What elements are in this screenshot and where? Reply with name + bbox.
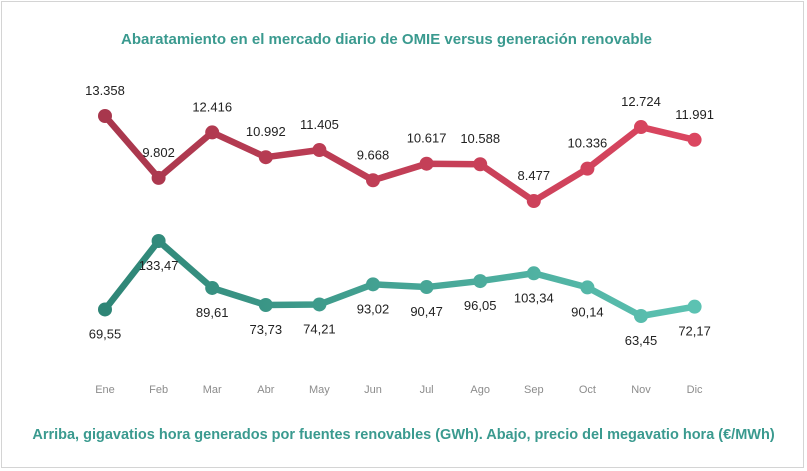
renewables-point xyxy=(687,132,702,147)
price-data-label: 63,45 xyxy=(625,333,658,348)
renewables-point xyxy=(312,143,327,158)
price-point xyxy=(580,280,595,295)
renewables-data-label: 9.802 xyxy=(142,145,175,160)
renewables-point xyxy=(366,173,380,188)
renewables-point xyxy=(419,156,434,171)
price-point xyxy=(473,274,488,289)
renewables-data-label: 10.992 xyxy=(246,124,286,139)
price-point xyxy=(258,297,273,312)
chart-caption: Arriba, gigavatios hora generados por fu… xyxy=(32,427,775,443)
price-data-label: 90,47 xyxy=(410,304,443,319)
x-tick-label: Sep xyxy=(524,384,544,396)
renewables-point xyxy=(258,150,273,165)
renewables-point xyxy=(634,120,648,135)
x-tick-label: Nov xyxy=(631,384,651,396)
renewables-data-label: 10.617 xyxy=(407,131,447,146)
price-point xyxy=(312,297,327,312)
renewables-line xyxy=(101,112,698,205)
price-point xyxy=(151,234,166,248)
x-tick-label: Jun xyxy=(364,384,382,396)
price-point xyxy=(366,277,380,292)
renewables-data-label: 12.416 xyxy=(192,99,232,114)
renewables-data-label: 10.336 xyxy=(568,136,608,151)
renewables-point xyxy=(580,161,595,176)
price-data-label: 133,47 xyxy=(139,258,179,273)
renewables-point xyxy=(526,194,541,208)
price-point xyxy=(419,280,434,295)
renewables-data-label: 9.668 xyxy=(357,147,390,162)
price-data-label: 72,17 xyxy=(678,324,711,339)
price-data-label: 89,61 xyxy=(196,305,229,320)
x-tick-label: May xyxy=(309,384,330,396)
price-data-label: 73,73 xyxy=(250,322,283,337)
renewables-point xyxy=(473,157,488,172)
x-tick-label: Abr xyxy=(257,384,274,396)
renewables-data-label: 10.588 xyxy=(460,131,500,146)
renewables-data-label: 13.358 xyxy=(85,83,125,98)
price-point xyxy=(687,299,702,314)
renewables-data-label: 11.991 xyxy=(675,107,714,122)
renewables-data-label: 8.477 xyxy=(518,168,551,183)
price-data-label: 103,34 xyxy=(514,290,554,305)
renewables-point xyxy=(98,109,112,123)
price-data-label: 74,21 xyxy=(303,321,336,336)
price-data-label: 90,14 xyxy=(571,304,604,319)
x-tick-label: Oct xyxy=(579,384,596,396)
price-data-label: 93,02 xyxy=(357,301,390,316)
price-data-label: 96,05 xyxy=(464,298,497,313)
price-point xyxy=(98,302,112,317)
price-point xyxy=(634,309,648,323)
price-point xyxy=(526,266,541,281)
x-tick-label: Mar xyxy=(203,384,222,396)
renewables-point xyxy=(151,170,166,185)
renewables-data-label: 11.405 xyxy=(300,117,339,132)
x-tick-label: Jul xyxy=(420,384,434,396)
renewables-point xyxy=(205,125,220,140)
x-tick-label: Dic xyxy=(687,384,703,396)
price-line xyxy=(101,237,698,320)
x-tick-label: Ene xyxy=(95,384,115,396)
price-data-label: 69,55 xyxy=(89,326,122,341)
x-tick-label: Ago xyxy=(470,384,490,396)
chart-title: Abaratamiento en el mercado diario de OM… xyxy=(120,31,652,48)
renewables-data-label: 12.724 xyxy=(621,94,661,109)
x-tick-label: Feb xyxy=(149,384,168,396)
price-point xyxy=(205,280,220,295)
